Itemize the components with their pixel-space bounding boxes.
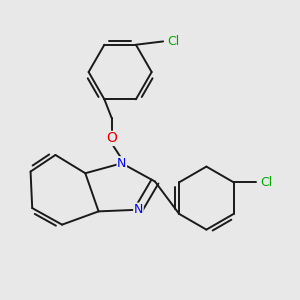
Text: O: O (106, 131, 117, 146)
Text: Cl: Cl (167, 35, 180, 48)
Text: Cl: Cl (260, 176, 272, 189)
Text: N: N (134, 203, 143, 216)
Text: N: N (117, 157, 127, 170)
